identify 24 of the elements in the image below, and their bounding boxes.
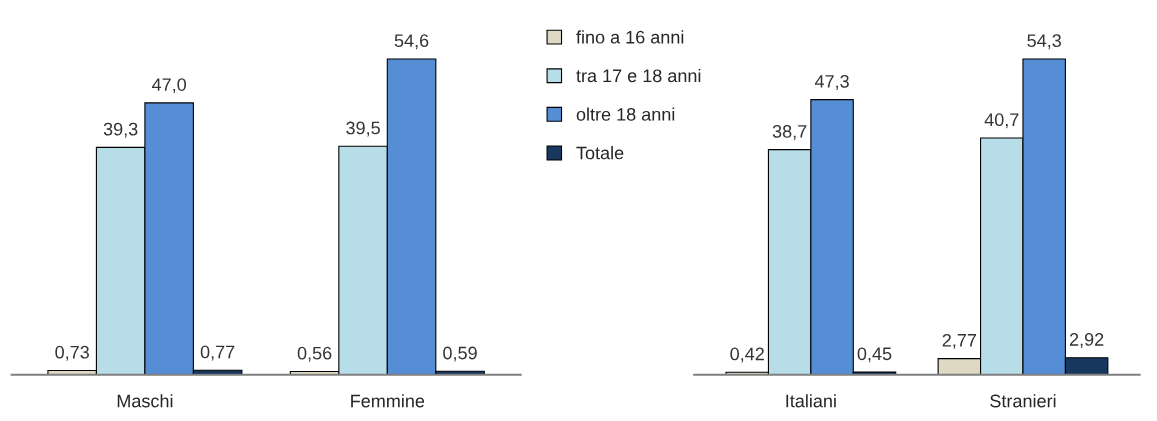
data-label: 0,45	[857, 347, 892, 363]
data-label: 47,0	[151, 78, 187, 94]
data-label: 54,6	[394, 34, 429, 50]
legend-label: oltre 18 anni	[576, 107, 675, 121]
x-tick-label: Femmine	[351, 394, 425, 408]
data-label: 38,7	[772, 124, 807, 140]
data-label: 0,73	[55, 345, 89, 361]
legend-label: tra 17 e 18 anni	[576, 68, 701, 83]
data-label: 0,42	[730, 347, 764, 363]
data-label: 0,56	[297, 346, 332, 362]
data-label: 2,77	[942, 333, 977, 349]
x-tick-label: Maschi	[117, 394, 173, 408]
data-label: 47,3	[814, 74, 849, 90]
data-label: 40,7	[984, 113, 1019, 129]
x-tick-label: Italiani	[786, 394, 836, 408]
data-label: 2,92	[1069, 333, 1104, 348]
x-tick-label: Stranieri	[990, 394, 1056, 408]
legend-label: Totale	[576, 146, 624, 160]
data-label: 0,59	[443, 346, 477, 362]
data-label: 54,3	[1027, 34, 1061, 50]
data-label: 39,5	[346, 121, 380, 137]
data-label: 0,77	[200, 345, 235, 361]
legend-label: fino a 16 anni	[576, 30, 684, 44]
data-label: 39,3	[103, 122, 138, 138]
